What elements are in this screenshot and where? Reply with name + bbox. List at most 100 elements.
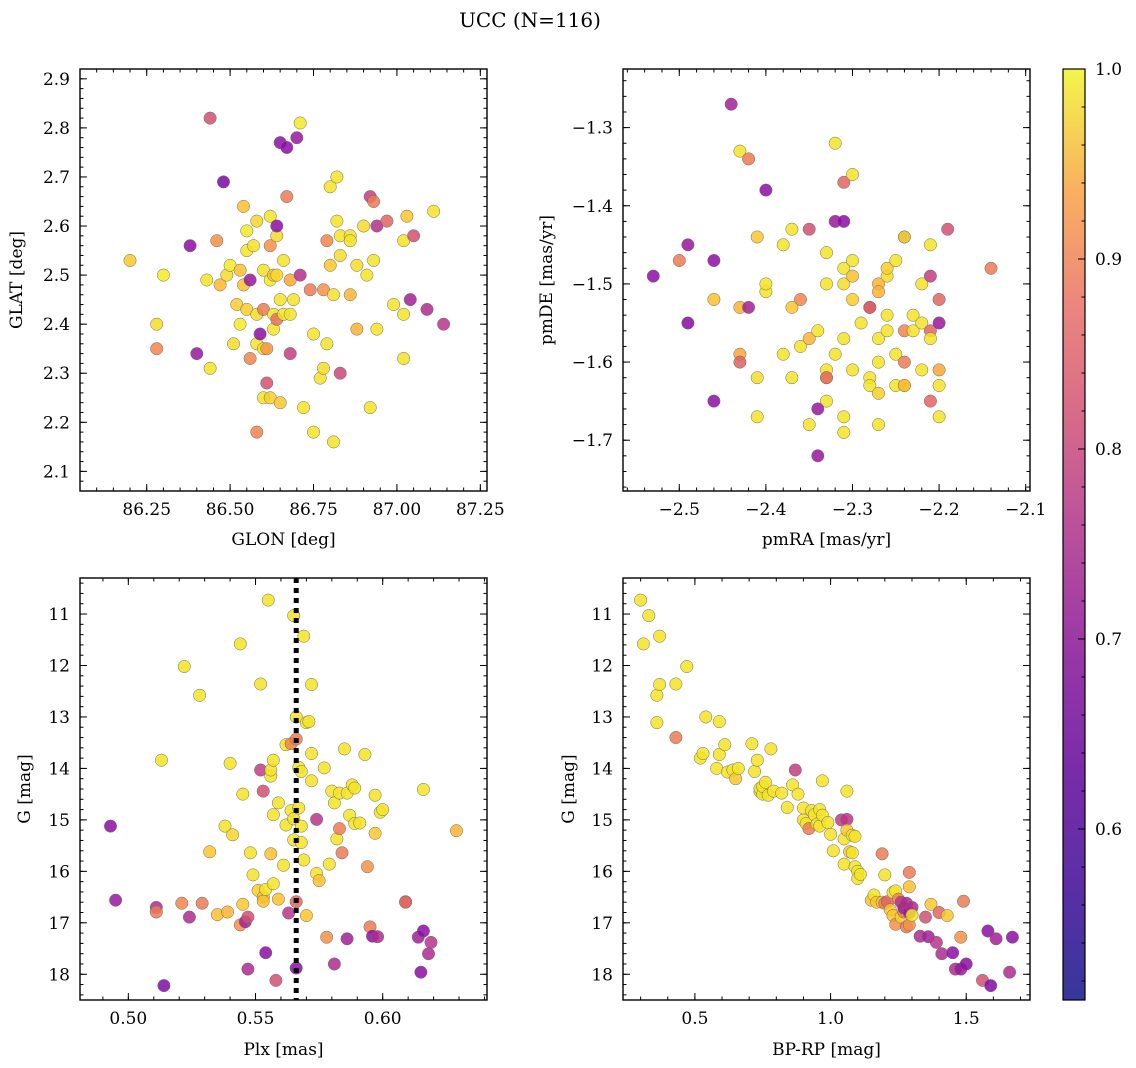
- scatter-point: [872, 355, 885, 369]
- scatter-point: [271, 892, 285, 906]
- scatter-point: [820, 246, 833, 260]
- scatter-point: [333, 822, 346, 836]
- scatter-point: [323, 180, 337, 194]
- scatter-point: [750, 753, 764, 767]
- x-axis-label: Plx [mas]: [243, 1040, 323, 1060]
- scatter-point: [759, 183, 773, 197]
- scatter-point: [357, 219, 371, 233]
- panel-1: 86.25 86.50 86.75 87.00 87.25 2.1 2.2 2.3 2.4 2.5…: [7, 68, 505, 550]
- scatter-point: [981, 924, 995, 938]
- scatter-point: [811, 402, 825, 416]
- panel-4: 0.5 1.0 1.5 11 12 13 14 15 16 17 18 BP-RP [mag] G [m…: [559, 577, 1031, 1060]
- scatter-point: [367, 253, 381, 267]
- scatter-point: [183, 239, 197, 253]
- scatter-point: [233, 317, 247, 331]
- x-tick-label: 0.5: [681, 1009, 708, 1029]
- scatter-point: [416, 924, 430, 938]
- y-tick-label: 13: [48, 708, 70, 728]
- scatter-point: [320, 234, 334, 248]
- scatter-point: [213, 278, 227, 292]
- scatter-point: [264, 847, 278, 861]
- x-tick-label: 0.55: [237, 1009, 275, 1029]
- scatter-point: [696, 747, 710, 760]
- y-tick-label: 2.7: [43, 168, 70, 188]
- scatter-point: [802, 222, 816, 236]
- y-tick-label: −1.6: [572, 353, 613, 373]
- scatter-point: [368, 826, 382, 840]
- scatter-point: [959, 957, 973, 971]
- scatter-point: [367, 195, 381, 208]
- ticks: [623, 578, 1030, 1000]
- scatter-point: [776, 347, 790, 361]
- scatter-point: [875, 847, 889, 861]
- x-tick-label: 87.25: [456, 500, 505, 520]
- scatter-point: [400, 209, 414, 223]
- y-tick-label: 2.9: [43, 70, 70, 90]
- scatter-point: [297, 853, 311, 867]
- scatter-point: [360, 268, 374, 282]
- x-tick-label: 0.50: [109, 1009, 147, 1029]
- scatter-point: [403, 293, 417, 307]
- scatter-point: [297, 401, 310, 415]
- scatter-point: [250, 214, 264, 228]
- scatter-point: [802, 418, 816, 432]
- panels: 86.25 86.50 86.75 87.00 87.25 2.1 2.2 2.3 2.4 2.5…: [7, 68, 1046, 1060]
- scatter-point: [243, 273, 257, 287]
- axes-frame: [622, 577, 1031, 1001]
- scatter-point: [277, 858, 290, 872]
- scatter-point: [360, 860, 374, 874]
- scatter-point: [376, 803, 390, 817]
- scatter-point: [837, 332, 851, 346]
- scatter-point: [226, 828, 240, 842]
- scatter-point: [317, 361, 330, 375]
- scatter-points: [646, 97, 998, 463]
- scatter-point: [312, 874, 326, 888]
- scatter-point: [256, 784, 270, 798]
- y-tick-label: −1.7: [572, 431, 613, 451]
- y-tick-label: −1.5: [572, 275, 613, 295]
- scatter-point: [653, 629, 667, 643]
- scatter-point: [932, 316, 946, 330]
- scatter-point: [846, 269, 859, 283]
- colorbar-tick-label: 0.9: [1095, 250, 1122, 270]
- scatter-point: [283, 307, 297, 321]
- scatter-point: [104, 819, 117, 833]
- scatter-point: [785, 300, 799, 314]
- scatter-point: [397, 352, 411, 365]
- scatter-point: [270, 219, 284, 233]
- scatter-point: [821, 816, 835, 829]
- scatter-point: [221, 905, 234, 919]
- y-tick-label: 2.8: [43, 119, 70, 139]
- scatter-point: [340, 932, 354, 946]
- scatter-point: [707, 394, 721, 408]
- scatter-point: [785, 371, 799, 385]
- scatter-points: [123, 111, 451, 449]
- scatter-point: [437, 317, 451, 331]
- scatter-point: [837, 175, 851, 189]
- scatter-point: [407, 229, 421, 243]
- colorbar-tick-label: 0.6: [1095, 820, 1122, 840]
- y-tick-label: 17: [48, 914, 70, 934]
- scatter-point: [828, 347, 842, 361]
- scatter-point: [759, 277, 773, 291]
- scatter-point: [845, 846, 859, 860]
- scatter-point: [941, 222, 955, 236]
- scatter-point: [263, 209, 277, 223]
- scatter-point: [742, 300, 756, 314]
- scatter-point: [271, 796, 285, 810]
- ticks: [80, 578, 487, 1000]
- scatter-point: [906, 324, 920, 338]
- x-axis-label: GLON [deg]: [231, 530, 335, 550]
- y-axis-label: G [mag]: [15, 754, 35, 823]
- scatter-point: [200, 273, 214, 287]
- scatter-point: [353, 816, 367, 830]
- scatter-point: [380, 214, 394, 228]
- x-axis-label: BP-RP [mag]: [772, 1040, 881, 1060]
- y-tick-label: 14: [48, 759, 70, 779]
- scatter-point: [266, 808, 280, 822]
- scatter-point: [250, 425, 264, 439]
- panel-3: 0.50 0.55 0.60 11 12 13 14 15 16 17 18 Plx [mas] G […: [15, 577, 488, 1060]
- scatter-point: [427, 204, 441, 218]
- scatter-point: [820, 277, 833, 291]
- scatter-point: [748, 765, 762, 778]
